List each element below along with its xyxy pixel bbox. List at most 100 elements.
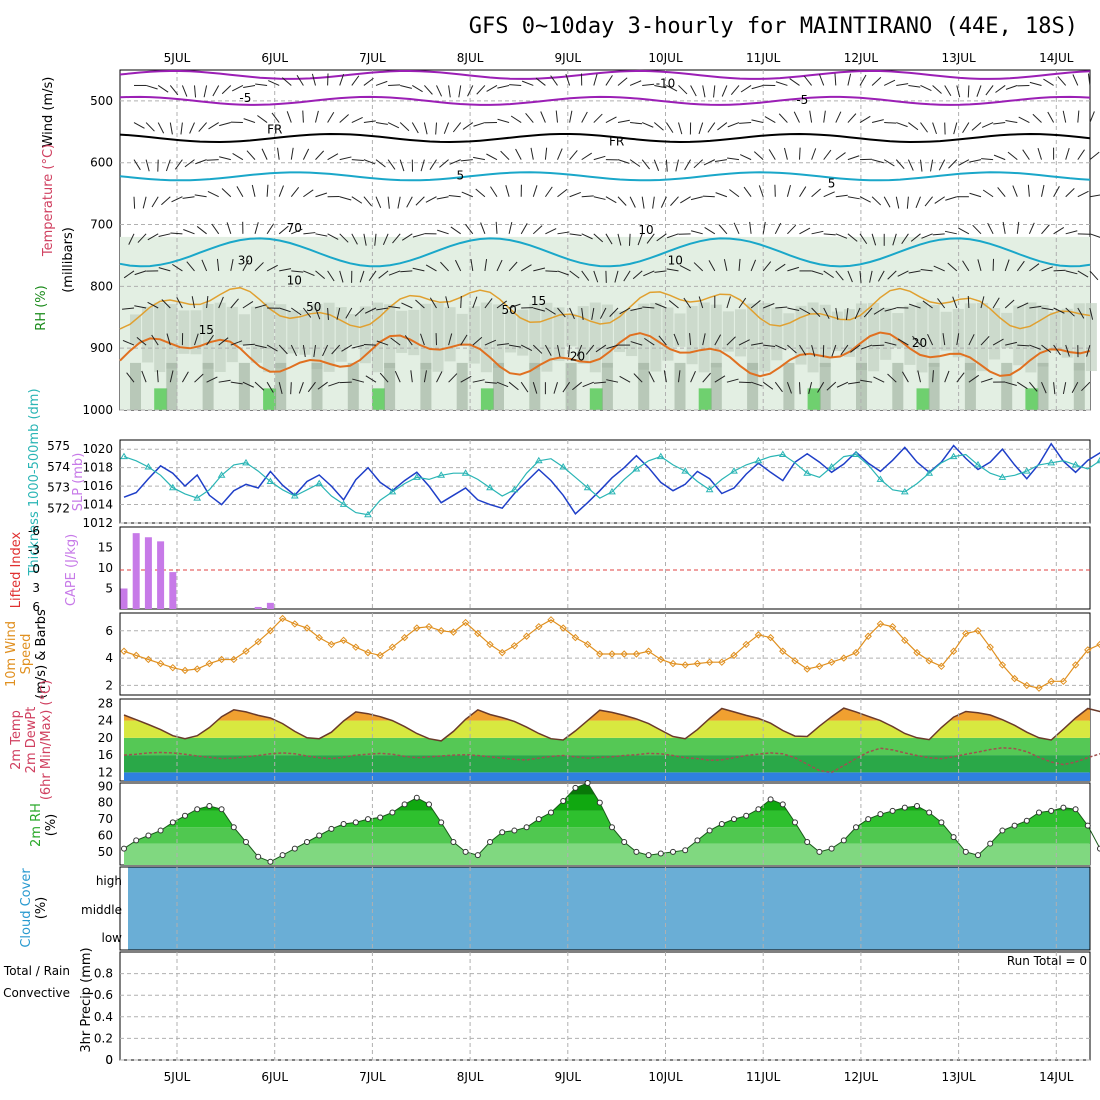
wind-barb [937,298,946,309]
wind-barb [327,270,335,282]
wind-barb [266,344,278,352]
wind-barb [198,122,207,132]
rh-patch [468,306,480,364]
wind-barb [415,299,425,309]
wind-barb [436,196,449,200]
wind-barb [726,296,731,309]
wind-barb [723,259,728,272]
rh-patch [831,311,843,352]
wind-barb [1029,81,1042,86]
rh-patch [275,304,287,369]
wind-barb [394,371,401,383]
wind-barb [920,159,923,172]
rh-patch-dark [347,362,359,410]
wind-barb [877,270,885,282]
wind-barb [322,344,329,357]
wind-barb [738,258,741,271]
rh-patch [251,306,262,363]
rh-patch [263,302,275,373]
rh-marker [389,809,396,816]
wind-barb [218,379,231,383]
wind-barb [532,225,543,235]
wind-barb [533,307,546,312]
isotherm-label: -5 [796,93,808,107]
wind-barb [203,85,208,98]
wind-barb [497,84,510,89]
wind-barb [859,233,868,245]
rh-patch-dark [238,362,250,410]
rh-tick: 60 [98,828,113,842]
wind-barb [717,122,728,131]
wind-barb [967,85,970,98]
rh-marker [474,852,481,859]
wind-barb [751,84,764,90]
rh-marker [1097,845,1100,852]
wind-barb [151,196,159,208]
wind-barb [557,307,566,318]
wind-barb [194,85,197,98]
ylabel-precip-0: 3hr Precip (mm) [79,947,94,1052]
wind-barb [1029,381,1038,392]
wind-barb [593,381,606,384]
rh-marker [157,827,164,834]
wind-barb [557,270,569,276]
rh-marker [804,839,811,846]
wind-barb [860,344,873,350]
rh-patch [408,309,420,356]
cloud-fill [128,867,1090,950]
wind-barb [1077,149,1085,160]
wind-barb [315,233,328,237]
wind-speed-marker [254,637,262,646]
wind-barb [690,85,697,97]
wind-barb [934,196,945,204]
wind-barb [581,233,593,240]
thickness-marker [852,450,860,458]
wind-barb [530,147,534,160]
wind-barb [429,297,437,309]
thickness-marker [339,500,348,507]
wind-barb [605,116,617,123]
wind-barb [632,270,643,280]
rh-patch [202,303,214,369]
wind-barb [352,378,365,383]
rh-marker [1036,809,1042,816]
wind-barb [363,343,377,346]
thickness-marker [974,460,982,468]
wind-barb [161,196,171,206]
rh-marker [938,819,945,826]
rh-marker [718,821,725,827]
wind-barb [642,306,655,309]
cape-bar [132,533,140,609]
ylabel-slp-0: SLP (mb) [71,453,86,512]
wind-barb [850,344,861,353]
wind-barb [406,196,413,208]
wind-speed-marker [669,659,677,668]
cloud-frame [119,866,1091,951]
wind-barb [835,233,848,239]
rh-patch [977,303,988,372]
wind-barb [279,307,291,313]
wind-barb [859,196,871,203]
wind-barb [809,110,813,123]
wind-barb [496,259,503,272]
wind-barb [718,224,728,235]
thickness-marker [900,487,909,495]
wind-barb [793,111,800,123]
wind-speed-marker [449,628,458,636]
precip-tick: 0.4 [94,1010,113,1024]
wind-barb [981,122,994,128]
wind-barb [345,307,353,319]
rh-marker [901,804,908,811]
wind-barb [1089,111,1095,123]
wind-barb [1065,270,1078,275]
wind-barb [278,382,283,394]
wind-barb [412,85,423,93]
temp-band [124,755,1090,773]
ylabel-rh-0: RH (%) [34,285,49,330]
rh-marker [194,806,201,813]
wind-speed-marker [937,662,946,671]
rh-patch [529,303,541,370]
rh-patch-dark [638,362,650,410]
wind-barb [254,381,265,391]
wind-barb [633,373,643,383]
